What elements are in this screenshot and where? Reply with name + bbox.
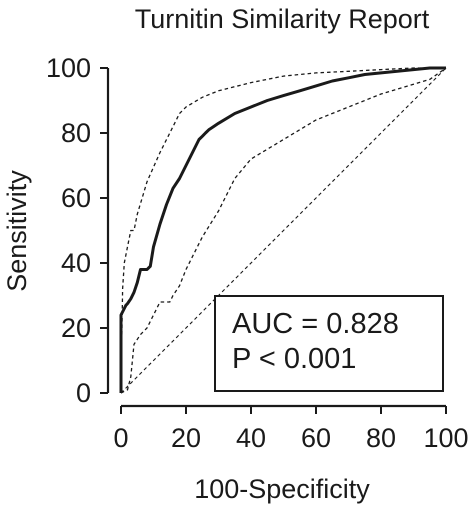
reference-curve	[120, 67, 447, 394]
x-tick-label: 80	[366, 423, 396, 453]
p-value-annotation: P < 0.001	[232, 343, 356, 375]
x-axis-ticks: 0 20 40 60 80 100	[113, 406, 469, 453]
y-tick-label: 40	[61, 248, 91, 278]
y-tick-label: 80	[61, 118, 91, 148]
stats-box: AUC = 0.828 P < 0.001	[214, 295, 444, 392]
x-tick-label: 60	[301, 423, 331, 453]
stats-box-frame	[214, 295, 444, 392]
chart-title: Turnitin Similarity Report	[135, 4, 430, 34]
x-tick-label: 40	[236, 423, 266, 453]
x-tick-label: 20	[171, 423, 201, 453]
y-tick-label: 60	[61, 183, 91, 213]
plot-lines	[119, 66, 447, 394]
x-tick-label: 0	[113, 423, 128, 453]
y-tick-label: 20	[61, 313, 91, 343]
y-tick-label: 0	[76, 378, 91, 408]
ci-lower-curve	[120, 67, 447, 394]
x-tick-label: 100	[423, 423, 468, 453]
x-axis-label: 100-Specificity	[194, 474, 370, 504]
ci-upper-curve	[120, 67, 446, 394]
y-axis-ticks: 0 20 40 60 80 100	[46, 53, 108, 408]
roc-curve	[119, 66, 446, 393]
auc-annotation: AUC = 0.828	[232, 308, 399, 340]
y-axis-label: Sensitivity	[2, 170, 32, 292]
y-tick-label: 100	[46, 53, 91, 83]
